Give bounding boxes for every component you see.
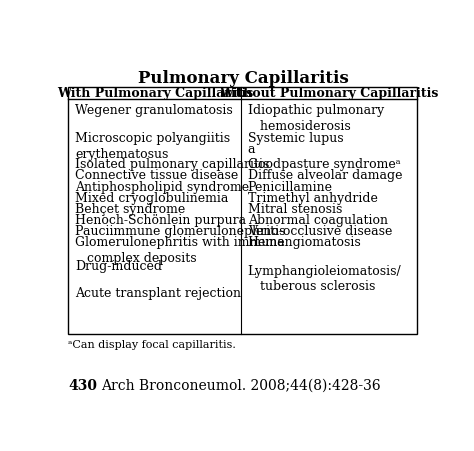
Text: With Pulmonary Capillaritis: With Pulmonary Capillaritis [56, 87, 253, 100]
Bar [68, 87, 418, 334]
Text: Abnormal coagulation: Abnormal coagulation [248, 214, 388, 227]
Text: Trimethyl anhydride: Trimethyl anhydride [248, 192, 378, 205]
Text: Henoch-Schönlein purpura: Henoch-Schönlein purpura [75, 214, 246, 227]
Text: Without Pulmonary Capillaritis: Without Pulmonary Capillaritis [219, 87, 439, 100]
Text: Wegener granulomatosis: Wegener granulomatosis [75, 105, 233, 117]
Text: Acute transplant rejection: Acute transplant rejection [75, 287, 241, 300]
Text: Penicillamine: Penicillamine [248, 180, 333, 193]
Text: Lymphangioleiomatosis/
   tuberous sclerosis: Lymphangioleiomatosis/ tuberous sclerosi… [248, 265, 401, 293]
Text: Systemic lupus: Systemic lupus [248, 132, 343, 145]
Text: Isolated pulmonary capillaritis: Isolated pulmonary capillaritis [75, 158, 269, 171]
Text: Pauciimmune glomerulonephritis: Pauciimmune glomerulonephritis [75, 225, 285, 238]
Text: Mixed cryoglobulinemia: Mixed cryoglobulinemia [75, 192, 228, 205]
Text: Microscopic polyangiitis
erythematosus: Microscopic polyangiitis erythematosus [75, 132, 230, 161]
Text: Glomerulonephritis with immune
   complex deposits: Glomerulonephritis with immune complex d… [75, 236, 285, 265]
Text: Connective tissue disease: Connective tissue disease [75, 170, 238, 182]
Text: 430: 430 [68, 379, 98, 393]
Text: a: a [248, 143, 255, 156]
Text: Behçet syndrome: Behçet syndrome [75, 203, 185, 216]
Text: Diffuse alveolar damage: Diffuse alveolar damage [248, 170, 402, 182]
Text: Arch Bronconeumol. 2008;44(8):428-36: Arch Bronconeumol. 2008;44(8):428-36 [101, 379, 381, 393]
Text: Goodpasture syndromeᵃ: Goodpasture syndromeᵃ [248, 158, 401, 171]
Text: Antiphospholipid syndrome: Antiphospholipid syndrome [75, 180, 249, 193]
Text: ᵃCan display focal capillaritis.: ᵃCan display focal capillaritis. [68, 340, 237, 350]
Text: Drug-induced: Drug-induced [75, 260, 162, 273]
Text: Idiopathic pulmonary
   hemosiderosis: Idiopathic pulmonary hemosiderosis [248, 105, 384, 133]
Text: Hemangiomatosis: Hemangiomatosis [248, 236, 362, 249]
Text: Veno-occlusive disease: Veno-occlusive disease [248, 225, 392, 238]
Text: Pulmonary Capillaritis: Pulmonary Capillaritis [137, 70, 348, 87]
Text: Mitral stenosis: Mitral stenosis [248, 203, 342, 216]
